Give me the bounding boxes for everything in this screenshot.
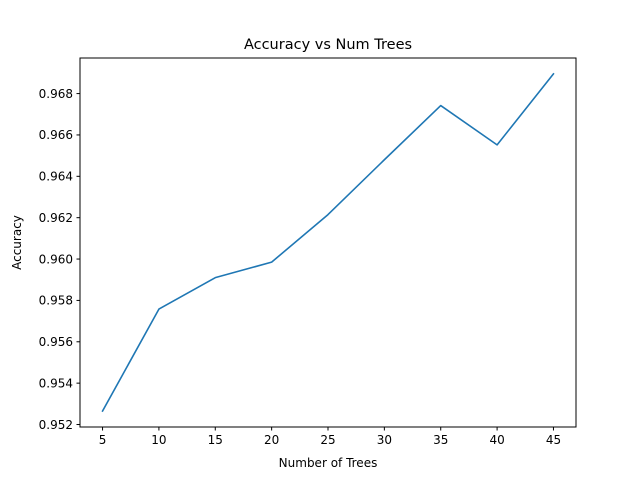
- x-axis-label: Number of Trees: [279, 456, 378, 470]
- y-axis: 0.952 0.954 0.956 0.958 0.960 0.962 0.964 0.966…: [39, 87, 80, 432]
- chart-title: Accuracy vs Num Trees: [244, 37, 412, 53]
- x-tick-label: 40: [489, 433, 504, 447]
- y-tick-label: 0.964: [39, 170, 73, 184]
- y-tick-label: 0.966: [39, 128, 73, 142]
- y-tick-label: 0.968: [39, 87, 73, 101]
- x-tick-label: 45: [546, 433, 561, 447]
- x-tick-label: 5: [99, 433, 107, 447]
- y-tick-label: 0.952: [39, 418, 73, 432]
- plot-frame: [79, 57, 577, 428]
- x-tick-label: 25: [320, 433, 335, 447]
- x-tick-label: 30: [377, 433, 392, 447]
- y-tick-label: 0.962: [39, 211, 73, 225]
- series-layer: [101, 72, 555, 413]
- x-axis: 5 10 15 20 25 30 35 40 45: [99, 427, 561, 447]
- y-tick-label: 0.958: [39, 294, 73, 308]
- y-tick-label: 0.954: [39, 376, 73, 390]
- x-tick-label: 35: [433, 433, 448, 447]
- y-tick-label: 0.960: [39, 252, 73, 266]
- series-line: [101, 72, 555, 413]
- y-tick-label: 0.956: [39, 335, 73, 349]
- x-tick-label: 20: [264, 433, 279, 447]
- x-tick-label: 15: [208, 433, 223, 447]
- x-tick-label: 10: [151, 433, 166, 447]
- y-axis-label: Accuracy: [10, 215, 24, 270]
